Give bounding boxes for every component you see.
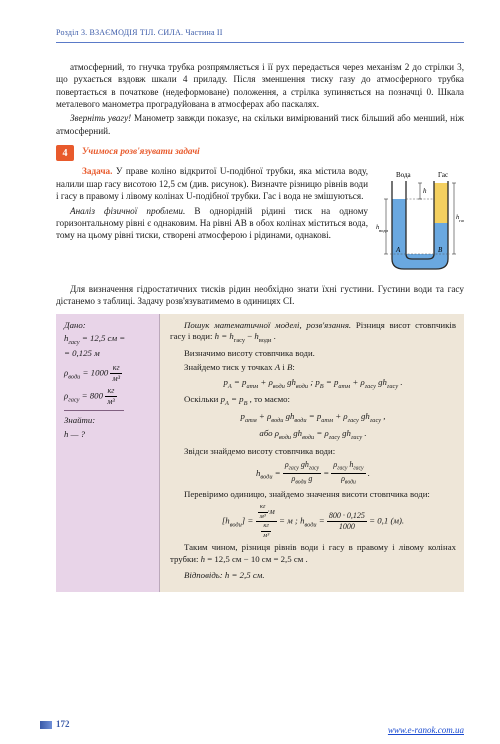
- label-h: h: [423, 187, 427, 195]
- chapter-header: Розділ 3. ВЗАЄМОДІЯ ТІЛ. СИЛА. Частина I…: [56, 28, 464, 43]
- given-panel: Дано: hгасу = 12,5 см = = 0,125 м ρводи …: [56, 314, 160, 592]
- problem-statement: Задача. У праве коліно відкритої U-подіб…: [56, 165, 368, 202]
- section-title-line1: Учимося розв'язувати задачі: [82, 145, 464, 157]
- label-a: A: [395, 246, 401, 254]
- sol-s2: Визначимо висоту стовпчика води.: [170, 348, 456, 360]
- sol-s1: Пошук математичної моделі, розв'язання. …: [170, 320, 456, 346]
- label-hvody-sub: води: [379, 228, 389, 233]
- analysis-lead: Аналіз фізичної проблеми.: [70, 206, 185, 216]
- sol-s10: Перевіримо одиницю, знайдемо значення ви…: [170, 489, 456, 501]
- solution-panel: Пошук математичної моделі, розв'язання. …: [160, 314, 464, 592]
- analysis: Аналіз фізичної проблеми. В однорідній р…: [56, 205, 368, 242]
- section-number-box: 4: [56, 145, 74, 161]
- find-title: Знайти:: [64, 415, 153, 427]
- problem-lead: Задача.: [82, 166, 112, 176]
- sol-s12: Таким чином, різниця рівнів води і гасу …: [170, 542, 456, 566]
- page-number: 172: [56, 718, 70, 730]
- paragraph-1: атмосферний, то гнучка трубка розпрямляє…: [56, 61, 464, 111]
- sol-s6: pатм + ρводи ghводи = pатм + ρгасу ghгас…: [170, 411, 456, 425]
- label-water: Вода: [396, 171, 412, 179]
- sol-s3: Знайдемо тиск у точках A і B:: [170, 362, 456, 374]
- footer-url[interactable]: www.e-ranok.com.ua: [388, 724, 464, 736]
- given-title: Дано:: [64, 320, 153, 332]
- given-l4: ρгасу = 800 кгм³: [64, 387, 153, 406]
- sol-s11: [hводи] = кгм³·м кгм³ = м ; hводи = 800 …: [170, 504, 456, 539]
- section-marker: 4 Учимося розв'язувати задачі: [56, 145, 464, 161]
- sol-answer: Відповідь: h = 2,5 см.: [170, 570, 456, 582]
- sol-s5: Оскільки pA = pB , то маємо:: [170, 394, 456, 408]
- sol-s7: або ρводи ghводи = ρгасу ghгасу .: [170, 428, 456, 442]
- page-number-decoration: [40, 721, 52, 729]
- sol-s8: Звідси знайдемо висоту стовпчика води:: [170, 446, 456, 458]
- u-tube-svg: Вода Гас h h води: [376, 169, 464, 279]
- given-l2: = 0,125 м: [64, 348, 153, 360]
- paragraph-3: Для визначення гідростатичних тисків рід…: [56, 283, 464, 308]
- given-l1: hгасу = 12,5 см =: [64, 333, 153, 347]
- para2-lead: Зверніть увагу!: [70, 113, 131, 123]
- sol-s4: pA = pатм + ρводи ghводи ; pB = pатм + ρ…: [170, 377, 456, 391]
- given-l3: ρводи = 1000 кгм³: [64, 364, 153, 383]
- label-hgasu-sub: гасу: [459, 218, 464, 223]
- paragraph-2: Зверніть увагу! Манометр завжди показує,…: [56, 112, 464, 137]
- find-value: h — ?: [64, 429, 153, 441]
- sol-s9: hводи = ρгасу ghгасуρводи g = ρгасу hгас…: [170, 461, 456, 487]
- label-gas: Гас: [438, 171, 448, 179]
- u-tube-diagram: Вода Гас h h води: [376, 165, 464, 282]
- label-b: B: [438, 246, 443, 254]
